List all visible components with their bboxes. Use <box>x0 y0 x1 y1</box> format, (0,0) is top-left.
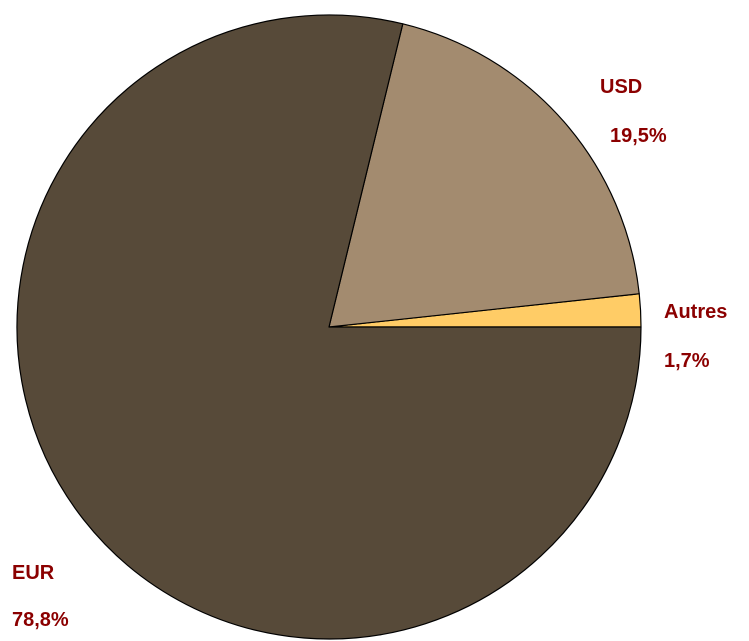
pie-slice-usd <box>328 23 640 328</box>
slice-value-label-eur: 78,8% <box>12 609 69 631</box>
slice-name-label-autres: Autres <box>664 301 727 323</box>
pie-slices <box>16 14 642 640</box>
pie-slice-eur <box>16 14 642 640</box>
slice-name-label-usd: USD <box>600 76 642 98</box>
slice-value-label-usd: 19,5% <box>610 125 667 147</box>
slice-value-label-autres: 1,7% <box>664 350 710 372</box>
pie-labels: Autres 1,7% USD 19,5% EUR 78,8% <box>12 76 727 631</box>
slice-name-label-eur: EUR <box>12 562 55 584</box>
